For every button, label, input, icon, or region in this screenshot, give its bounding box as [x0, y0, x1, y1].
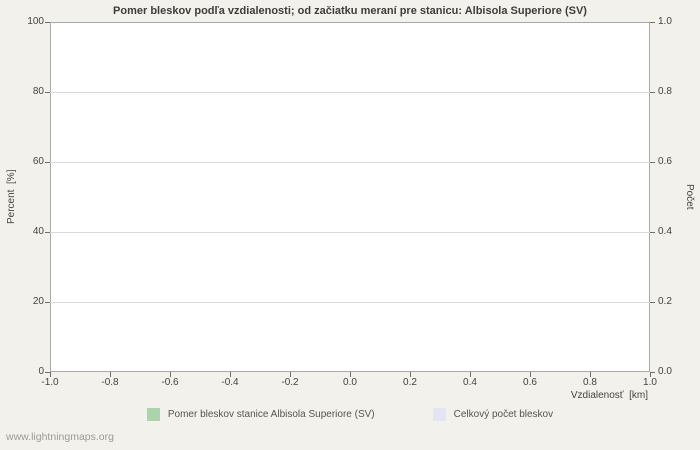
tick-mark-right	[650, 231, 655, 233]
tick-mark-right	[650, 371, 655, 373]
y-axis-tick-label-right: 0.6	[658, 156, 672, 167]
tick-mark-bottom	[169, 372, 171, 377]
tick-mark-right	[650, 21, 655, 23]
tick-mark-bottom	[529, 372, 531, 377]
x-axis-tick-label: 0.2	[403, 377, 417, 388]
tick-mark-bottom	[49, 372, 51, 377]
x-axis-tick-label: -1.0	[41, 377, 59, 388]
tick-mark-right	[650, 91, 655, 93]
y-axis-tick-label-left: 80	[32, 86, 44, 97]
y-axis-label-left: Percent [%]	[6, 169, 17, 225]
tick-mark-bottom	[469, 372, 471, 377]
y-axis-label-right: Počet	[684, 184, 695, 210]
y-axis-tick-label-right: 0.8	[658, 86, 672, 97]
x-axis-tick-label: -0.8	[101, 377, 119, 388]
tick-mark-bottom	[589, 372, 591, 377]
tick-mark-bottom	[289, 372, 291, 377]
y-axis-tick-label-left: 0	[38, 366, 44, 377]
x-axis-tick-label: 1.0	[643, 377, 657, 388]
y-axis-tick-label-left: 60	[32, 156, 44, 167]
legend-label: Pomer bleskov stanice Albisola Superiore…	[167, 409, 375, 420]
legend-swatch	[432, 408, 446, 421]
tick-mark-bottom	[229, 372, 231, 377]
tick-mark-left	[45, 21, 50, 23]
tick-mark-left	[45, 91, 50, 93]
gridline	[50, 91, 650, 93]
legend-swatch	[146, 408, 160, 421]
tick-mark-left	[45, 161, 50, 163]
x-axis-tick-label: -0.2	[281, 377, 299, 388]
tick-mark-left	[45, 371, 50, 373]
y-axis-tick-label-left: 100	[27, 16, 44, 27]
y-axis-tick-label-right: 0.4	[658, 226, 672, 237]
tick-mark-bottom	[409, 372, 411, 377]
tick-mark-left	[45, 301, 50, 303]
legend-item: Celkový počet bleskov	[432, 408, 554, 421]
x-axis-tick-label: 0.4	[463, 377, 477, 388]
plot-area	[50, 22, 650, 372]
legend-label: Celkový počet bleskov	[453, 409, 554, 420]
gridline	[50, 161, 650, 163]
y-axis-tick-label-right: 0.2	[658, 296, 672, 307]
tick-mark-bottom	[649, 372, 651, 377]
gridline	[50, 301, 650, 303]
y-axis-tick-label-right: 1.0	[658, 16, 672, 27]
x-axis-tick-label: 0.0	[343, 377, 357, 388]
x-axis-tick-label: -0.6	[161, 377, 179, 388]
tick-mark-left	[45, 231, 50, 233]
watermark: www.lightningmaps.org	[6, 431, 114, 443]
x-axis-tick-label: -0.4	[221, 377, 239, 388]
x-axis-tick-label: 0.8	[583, 377, 597, 388]
y-axis-tick-label-left: 20	[32, 296, 44, 307]
tick-mark-right	[650, 161, 655, 163]
tick-mark-bottom	[109, 372, 111, 377]
legend-item: Pomer bleskov stanice Albisola Superiore…	[146, 408, 375, 421]
tick-mark-bottom	[349, 372, 351, 377]
legend: Pomer bleskov stanice Albisola Superiore…	[0, 408, 700, 421]
x-axis-label: Vzdialenosť [km]	[570, 390, 648, 401]
y-axis-tick-label-right: 0.0	[658, 366, 672, 377]
y-axis-tick-label-left: 40	[32, 226, 44, 237]
x-axis-tick-label: 0.6	[523, 377, 537, 388]
gridline	[50, 231, 650, 233]
tick-mark-right	[650, 301, 655, 303]
chart-title: Pomer bleskov podľa vzdialenosti; od zač…	[113, 5, 587, 17]
